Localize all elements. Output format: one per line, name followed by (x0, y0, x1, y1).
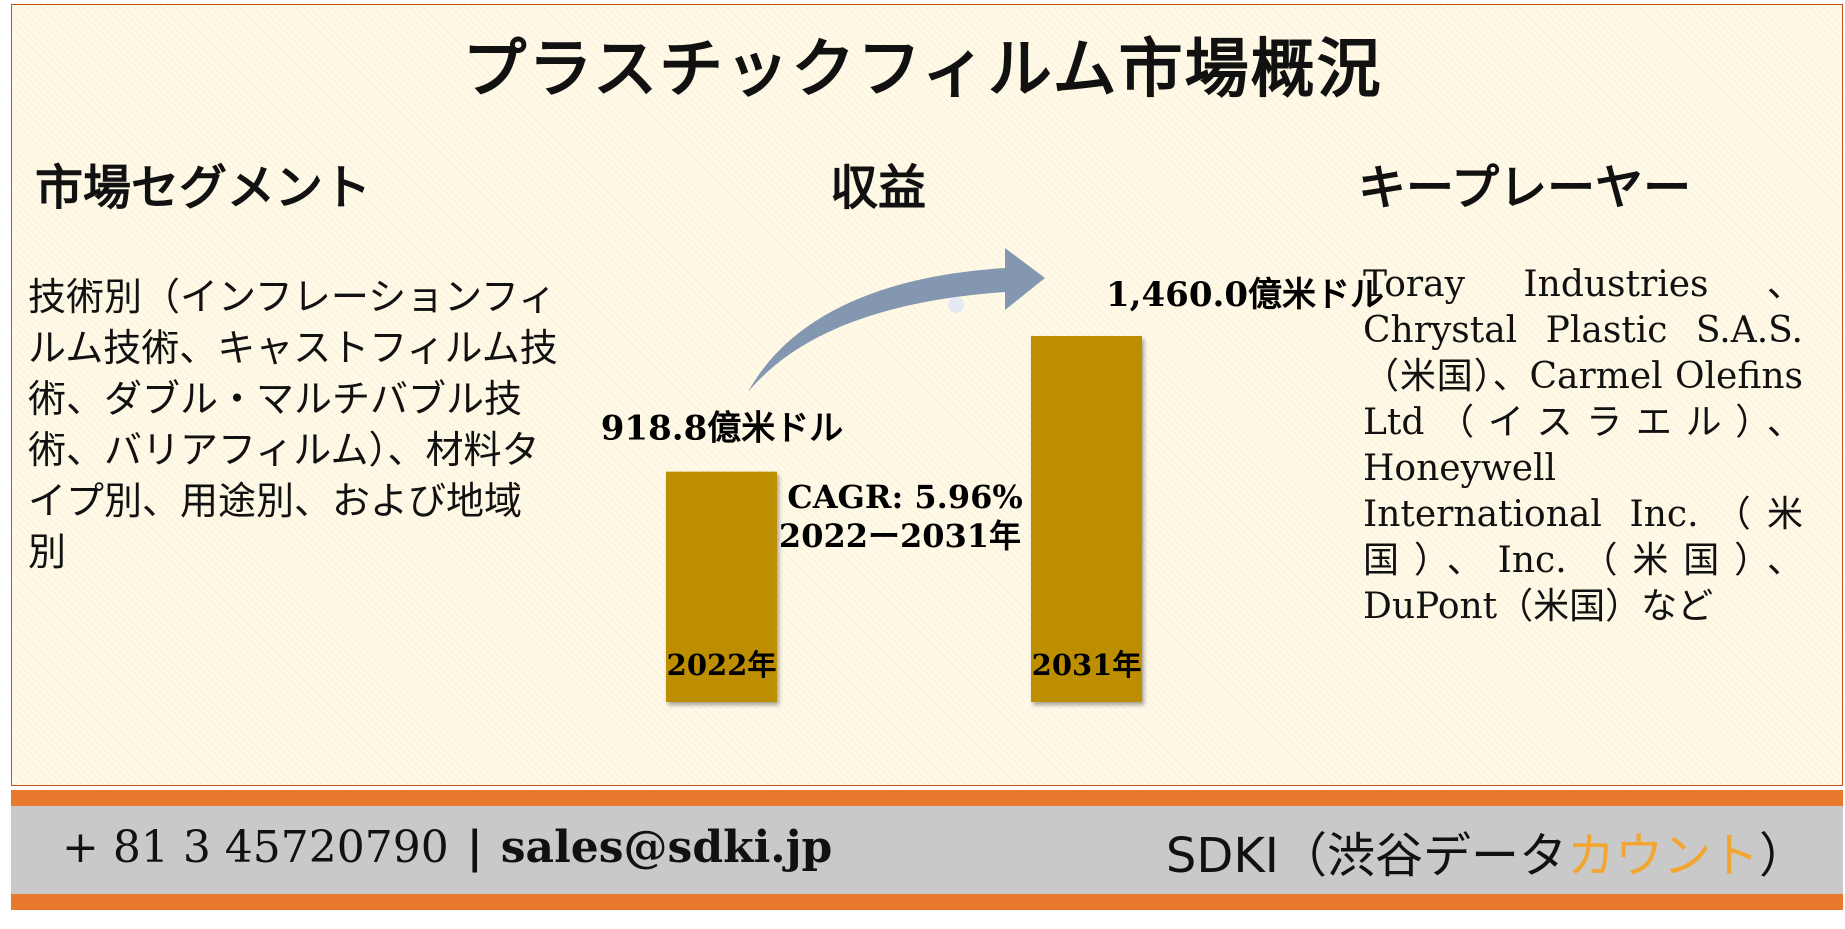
key-players-text: Toray Industries 、Chrystal Plastic S.A.S… (1363, 264, 1803, 627)
revenue-bar-2022 (666, 471, 777, 702)
contact-info: + 81 3 45720790 | sales@sdki.jp (62, 822, 832, 873)
bar-category-label: 2022年 (667, 648, 777, 682)
footer-top-stripe (11, 790, 1843, 806)
bar-value-label: 1,460.0億米ドル (1106, 275, 1384, 315)
growth-arrow-icon (748, 248, 1045, 392)
arrow-highlight-dot (948, 297, 964, 313)
email-link[interactable]: sales@sdki.jp (500, 822, 833, 873)
cagr-label: CAGR: 5.96% (787, 478, 1023, 516)
revenue-bar-2031 (1031, 336, 1142, 702)
key-players-heading: キープレーヤー (1358, 160, 1692, 216)
phone-number[interactable]: + 81 3 45720790 (62, 822, 449, 873)
brand-prefix: SDKI（渋谷データ (1165, 828, 1567, 884)
footer-bar (11, 806, 1843, 894)
revenue-chart: 2022年 918.8億米ドル 2031年 1,460.0億米ドル CAGR: 5.9… (601, 248, 1384, 702)
segments-text: 技術別（インフレーションフィルム技術、キャストフィルム技術、ダブル・マルチバブル… (28, 275, 558, 574)
cagr-period-label: 2022ー2031年 (779, 517, 1021, 555)
footer-bottom-stripe (11, 894, 1843, 910)
revenue-heading: 収益 (830, 160, 927, 216)
brand-suffix: ） (1758, 828, 1807, 884)
bar-value-label: 918.8億米ドル (601, 409, 843, 449)
brand-name: SDKI（渋谷データカウント） (1166, 816, 1807, 886)
contact-separator: | (466, 822, 483, 873)
segments-heading: 市場セグメント (35, 160, 372, 216)
page-title: プラスチックフィルム市場概況 (462, 32, 1383, 107)
infographic-panel (11, 4, 1843, 786)
bar-category-label: 2031年 (1032, 648, 1142, 682)
brand-accent: カウント (1566, 828, 1759, 884)
